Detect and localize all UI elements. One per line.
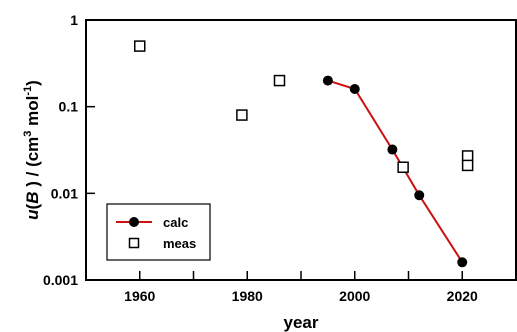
data-point-meas (273, 74, 286, 87)
legend-calc-label: calc (163, 215, 188, 230)
data-point-calc (322, 75, 333, 86)
y-axis-title-symbol: u (23, 209, 42, 220)
y-axis-title: u(B ) / (cm3 mol-1) (22, 80, 42, 220)
x-tick-label: 2020 (447, 288, 478, 304)
data-point-calc (414, 190, 425, 201)
y-tick-label: 0.1 (59, 99, 79, 115)
data-point-meas (134, 40, 146, 52)
y-axis-title-b: B (23, 191, 42, 203)
y-tick-label: 1 (70, 12, 78, 28)
x-tick-label: 1980 (232, 288, 263, 304)
data-point-calc (349, 83, 360, 94)
data-point-meas (461, 159, 474, 172)
legend-meas-marker (128, 237, 140, 249)
data-point-meas (397, 161, 409, 173)
x-axis-title: year (284, 313, 319, 332)
x-tick-label: 1960 (124, 288, 155, 304)
y-axis-title-minus-one: -1 (22, 86, 34, 96)
y-tick-label: 0.01 (51, 185, 78, 201)
x-tick-label: 2000 (339, 288, 370, 304)
y-tick-label: 0.001 (43, 272, 78, 288)
data-point-calc (387, 144, 398, 155)
y-axis-title-mol: mol (23, 96, 42, 131)
legend: calc meas (106, 203, 211, 261)
series-lines (327, 79, 464, 263)
data-point-meas (236, 109, 248, 121)
series-line-calc (327, 79, 464, 263)
x-axis-ticks (85, 271, 517, 280)
data-point-meas (461, 150, 474, 162)
x-axis-tick-labels: 1960 1980 2000 2020 (124, 288, 478, 304)
y-axis-title-close: ) (23, 80, 42, 86)
y-axis-title-cube: 3 (22, 131, 34, 137)
data-point-calc (457, 257, 468, 268)
legend-meas-label: meas (163, 236, 196, 251)
series-points (134, 40, 474, 268)
legend-calc-marker (129, 217, 139, 227)
y-axis-tick-labels: 0.001 0.01 0.1 1 (43, 12, 78, 288)
legend-frame (106, 203, 211, 261)
y-axis-title-unit-open: ) / (cm (23, 137, 42, 192)
y-axis-ticks (86, 19, 95, 281)
y-axis-title-paren: ( (23, 203, 42, 209)
